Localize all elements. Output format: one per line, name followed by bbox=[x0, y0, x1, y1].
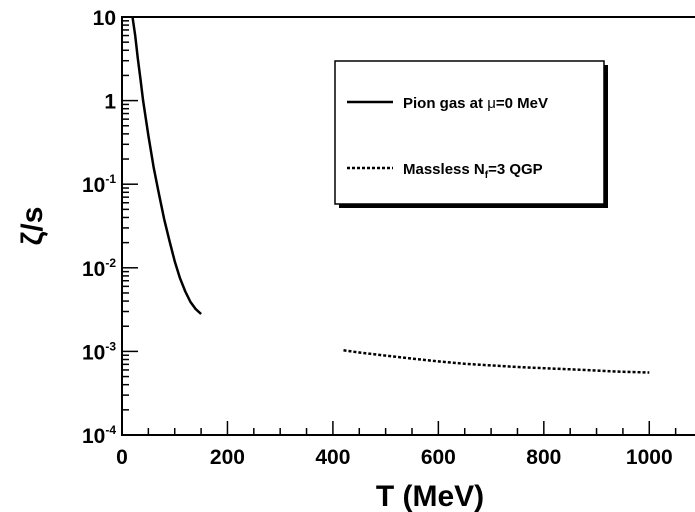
y-tick-label: 10-4 bbox=[82, 423, 116, 448]
x-tick-label: 0 bbox=[116, 446, 128, 469]
legend: Pion gas at μ=0 MeV Massless Nf=3 QGP bbox=[334, 60, 608, 208]
x-axis-label: T (MeV) bbox=[376, 480, 484, 512]
y-axis-label: ζ/s bbox=[16, 207, 49, 246]
x-tick-label: 600 bbox=[421, 446, 456, 469]
legend-box bbox=[334, 60, 605, 205]
series-line-1 bbox=[343, 349, 650, 374]
series-layer bbox=[131, 16, 650, 374]
x-axis-ticks bbox=[121, 421, 677, 435]
x-tick-label: 1000 bbox=[626, 446, 673, 469]
x-tick-label: 800 bbox=[526, 446, 561, 469]
legend-label-qgp: Massless Nf=3 QGP bbox=[403, 161, 543, 181]
y-tick-label: 10 bbox=[93, 7, 116, 30]
y-tick-label: 10-2 bbox=[82, 256, 116, 281]
y-tick-label: 10-3 bbox=[82, 339, 116, 364]
legend-label-pion: Pion gas at μ=0 MeV bbox=[403, 95, 548, 112]
x-tick-label: 200 bbox=[210, 446, 245, 469]
series-line-0 bbox=[131, 16, 202, 315]
x-axis-tick-labels: 0 200 400 600 800 1000 bbox=[116, 446, 672, 469]
y-tick-label: 1 bbox=[104, 91, 116, 114]
x-tick-label: 400 bbox=[315, 446, 350, 469]
y-tick-label: 10-1 bbox=[82, 172, 116, 197]
y-axis-ticks bbox=[122, 16, 138, 436]
y-axis-tick-labels: 10 1 10-1 10-2 10-3 10-4 bbox=[82, 7, 116, 448]
